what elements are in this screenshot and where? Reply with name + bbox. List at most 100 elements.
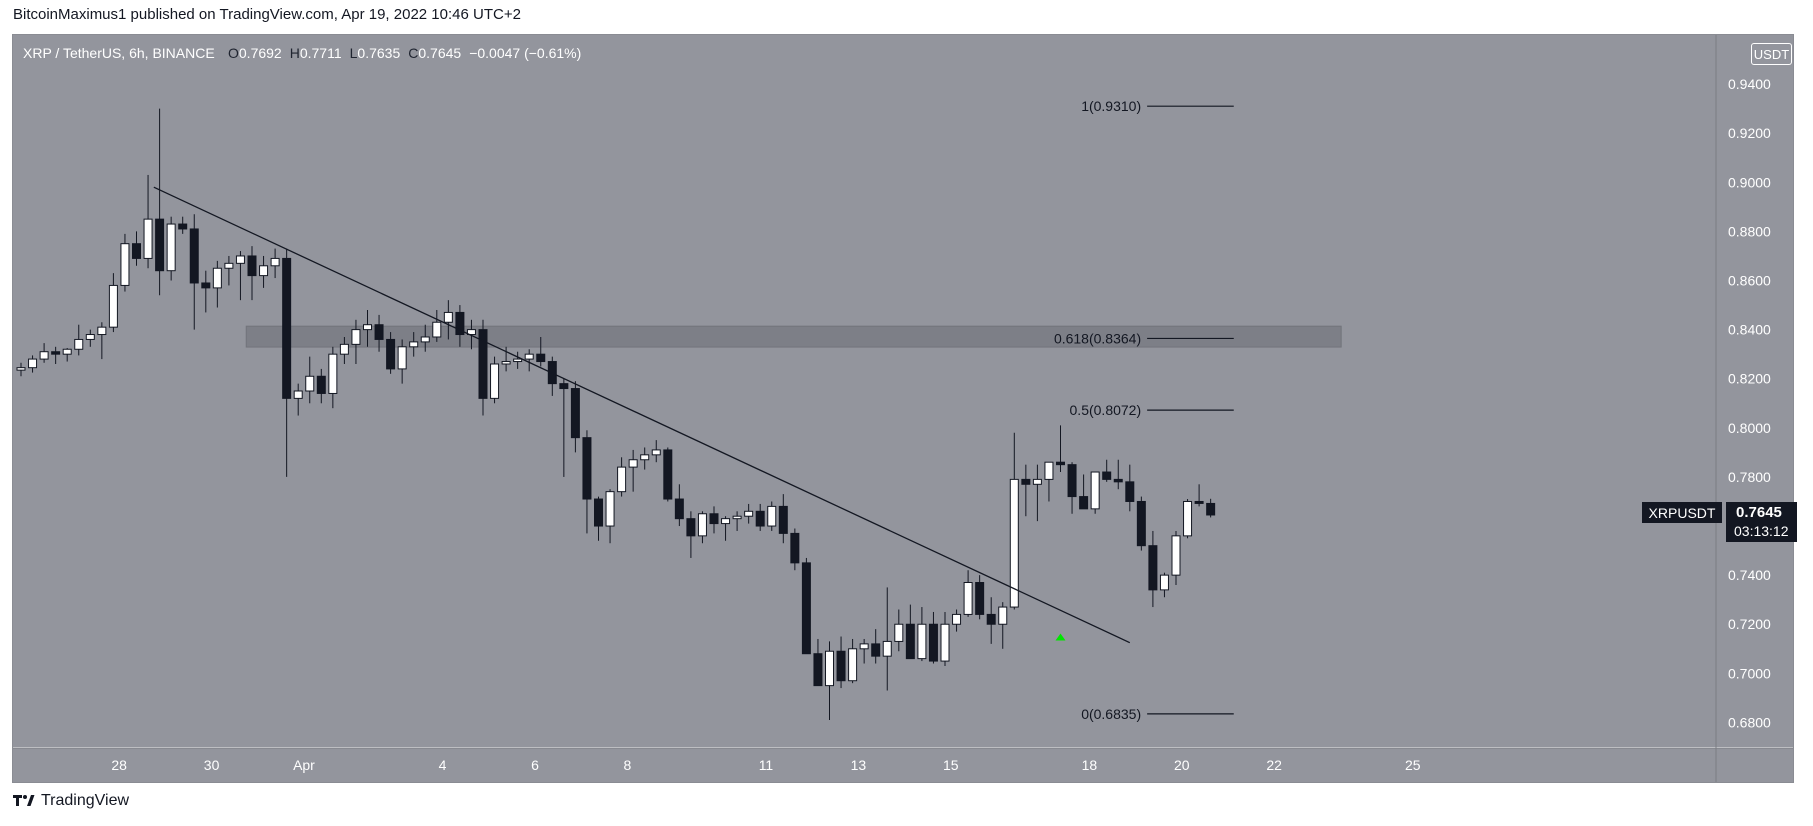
candle-body — [536, 353, 546, 363]
zone-rect — [245, 325, 1342, 348]
candle-body — [16, 367, 26, 371]
candle-body — [570, 388, 580, 439]
legend-low-value: 0.7635 — [357, 45, 400, 61]
candle-body — [767, 505, 777, 527]
price-tick-label: 0.9200 — [1728, 125, 1771, 141]
candle-body — [882, 640, 892, 657]
price-axis[interactable]: 0.68000.70000.72000.74000.76000.78000.80… — [1728, 76, 1771, 730]
candle-body — [1056, 461, 1065, 466]
price-tag-symbol: XRPUSDT — [1642, 502, 1722, 523]
time-axis[interactable]: 28 30 Apr 4 6 8 11 13 15 18 20 22 25 — [111, 757, 1420, 773]
candle-body — [351, 329, 361, 345]
candle-body — [1102, 471, 1112, 480]
publisher-line: BitcoinMaximus1 published on TradingView… — [13, 6, 521, 23]
candle-body — [1079, 496, 1089, 510]
candle-body — [755, 510, 765, 527]
legend-close-value: 0.7645 — [418, 45, 461, 61]
time-tick-label: 8 — [623, 757, 631, 773]
fib-label: 1(0.9310) — [1081, 98, 1141, 114]
candle-body — [524, 353, 534, 360]
candle-body — [224, 262, 234, 269]
candle-body — [270, 257, 280, 267]
fibonacci-levels[interactable]: 1(0.9310) 0.618(0.8364) 0.5(0.8072) 0(0.683… — [1054, 98, 1234, 722]
candle-body — [628, 459, 638, 468]
candle-body — [1044, 461, 1054, 480]
candle-body — [1171, 535, 1181, 576]
candle-body — [1113, 478, 1123, 483]
legend-high-value: 0.7711 — [300, 45, 342, 61]
candle-body — [894, 623, 904, 642]
resistance-zone[interactable] — [245, 325, 1342, 348]
candle-body — [663, 449, 673, 500]
tradingview-logo-icon — [13, 793, 35, 809]
legend-ohlc: O0.7692 H0.7711 L0.7635 C0.7645 −0.0047 (−0.… — [228, 45, 581, 61]
candle-body — [166, 223, 176, 272]
trendline-segment — [153, 186, 1131, 644]
candle-body — [490, 363, 500, 399]
candle-body — [74, 338, 84, 350]
candle-body — [813, 653, 823, 687]
candle-body — [501, 361, 511, 365]
candle-body — [339, 343, 349, 355]
breakout-marker — [1055, 633, 1066, 641]
candle-body — [1090, 471, 1100, 510]
time-tick-label: 13 — [851, 757, 867, 773]
candle-body — [651, 449, 661, 456]
candle-body — [1125, 481, 1135, 502]
price-tag-value: 0.7645 — [1736, 504, 1782, 521]
candle-body — [143, 218, 153, 259]
candle-body — [409, 341, 419, 348]
candle-body — [178, 223, 188, 230]
candles — [16, 108, 1216, 720]
candle-body — [986, 613, 996, 625]
candle-body — [859, 643, 869, 650]
candle-body — [1032, 478, 1042, 485]
candle-body — [189, 228, 199, 284]
candle-body — [212, 267, 222, 289]
candle-body — [513, 358, 523, 363]
candle-body — [1206, 502, 1216, 516]
time-tick-label: 4 — [439, 757, 447, 773]
legend-open-value: 0.7692 — [239, 45, 282, 61]
candle-body — [478, 329, 488, 399]
candle-body — [732, 515, 742, 520]
candle-body — [848, 648, 858, 682]
time-tick-label: 11 — [759, 757, 774, 773]
candle-body — [293, 390, 303, 399]
up-arrow-icon — [1055, 633, 1066, 641]
currency-badge[interactable]: USDT — [1751, 43, 1792, 65]
legend-symbol[interactable]: XRP / TetherUS, 6h, BINANCE — [23, 45, 215, 61]
price-tick-label: 0.7400 — [1728, 567, 1771, 583]
candle-body — [259, 265, 269, 277]
candle-body — [998, 606, 1008, 625]
candle-body — [282, 257, 292, 399]
footer[interactable]: TradingView — [13, 792, 129, 810]
descending-trendline[interactable] — [153, 186, 1131, 644]
candle-body — [697, 513, 707, 537]
time-tick-label: 25 — [1405, 757, 1421, 773]
price-tick-label: 0.8400 — [1728, 322, 1771, 338]
fib-label: 0.5(0.8072) — [1070, 402, 1142, 418]
fib-label: 0(0.6835) — [1081, 706, 1141, 722]
time-tick-label: 18 — [1082, 757, 1098, 773]
legend-change: −0.0047 (−0.61%) — [469, 45, 581, 61]
candle-body — [1021, 478, 1031, 485]
last-price-tag: XRPUSDT 0.7645 03:13:12 — [1642, 502, 1797, 542]
candle-body — [790, 532, 800, 564]
candle-body — [397, 346, 407, 370]
candle-body — [640, 454, 650, 461]
candle-body — [917, 623, 927, 660]
price-tick-label: 0.6800 — [1728, 714, 1771, 730]
candle-body — [305, 375, 315, 392]
bar-countdown: 03:13:12 — [1734, 523, 1789, 539]
candle-body — [39, 351, 49, 360]
candle-body — [778, 505, 788, 534]
time-tick-label: 28 — [111, 757, 127, 773]
candle-body — [721, 518, 731, 525]
candle-body — [155, 218, 165, 272]
candle-body — [120, 243, 130, 286]
candle-body — [363, 324, 372, 331]
candle-body — [1159, 574, 1169, 591]
candle-body — [97, 326, 107, 336]
